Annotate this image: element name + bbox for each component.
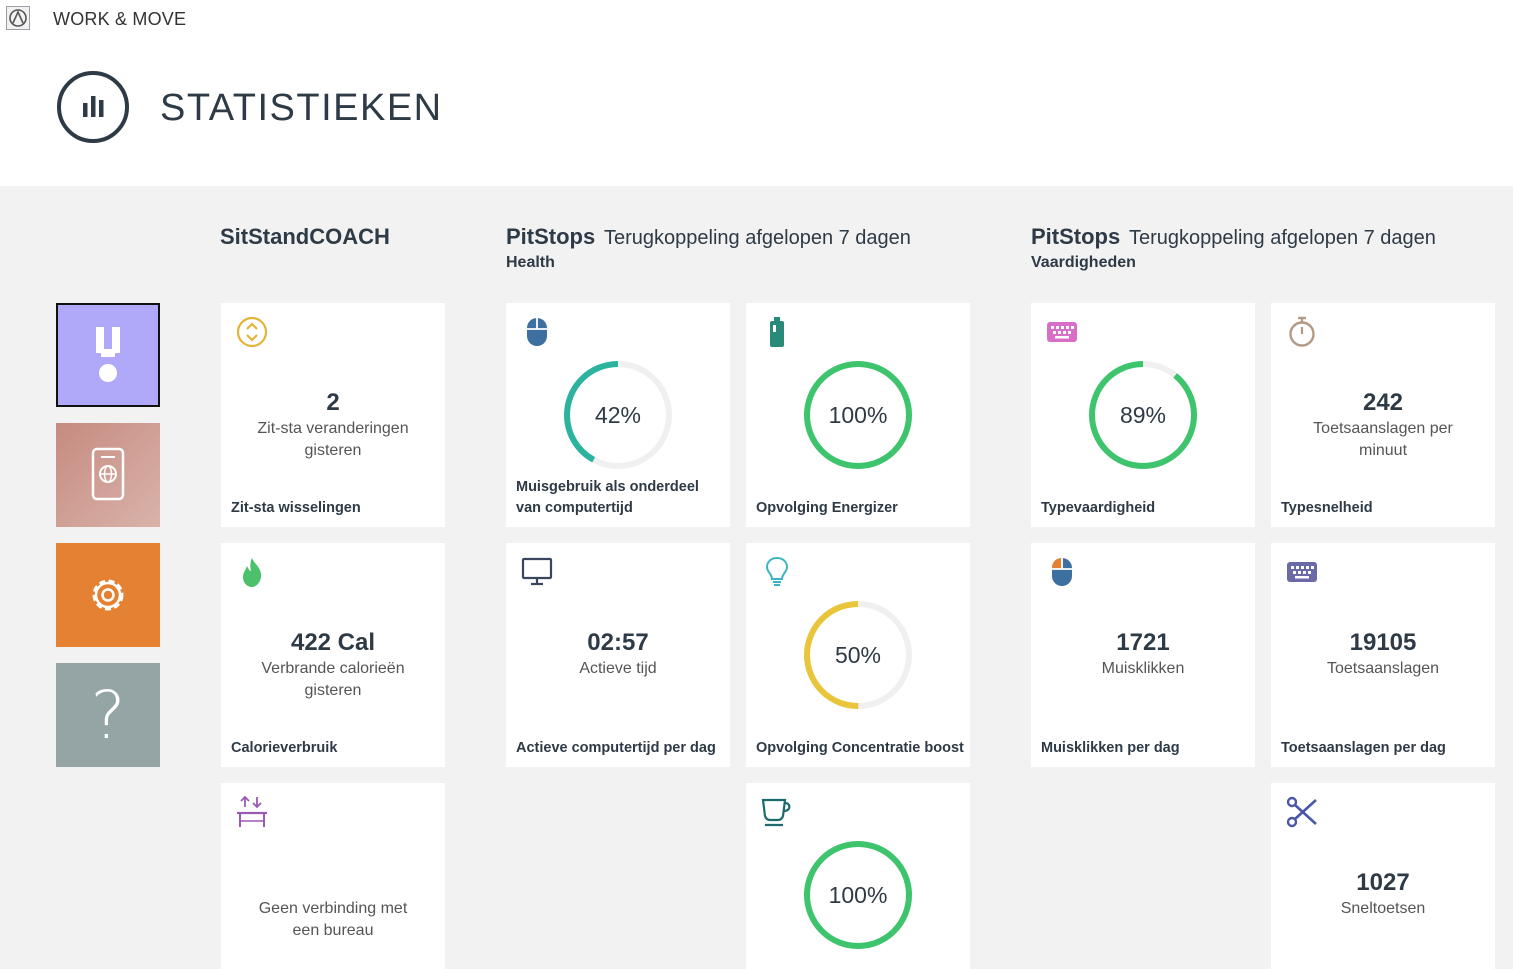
section-title-skills: PitStops — [1031, 224, 1121, 249]
page-header: STATISTIEKEN — [0, 38, 1513, 186]
updown-circle-icon — [235, 315, 269, 349]
help-icon: ? — [90, 676, 126, 754]
main-content: ? SitStandCOACH PitStops Terugkoppeling … — [0, 186, 1513, 969]
card-energizer[interactable]: 100% Opvolging Energizer — [746, 303, 970, 527]
card-label: Calorieverbruik — [231, 740, 338, 756]
card-value: 1721 — [1116, 629, 1170, 656]
progress-ring-arc — [804, 841, 912, 949]
card-description: Verbrande calorieën gisteren — [261, 660, 405, 699]
page-title: STATISTIEKEN — [160, 87, 443, 129]
lightbulb-icon — [760, 555, 794, 589]
section-subtitle-skills: Terugkoppeling afgelopen 7 dagen — [1129, 227, 1436, 249]
card-label: Zit-sta wisselingen — [231, 500, 361, 516]
card-value: 242 — [1362, 389, 1404, 416]
app-title: WORK & MOVE — [53, 9, 187, 29]
battery-icon — [760, 315, 794, 349]
card-description: Sneltoetsen — [1340, 900, 1426, 917]
nav-help-tile[interactable]: ? — [56, 663, 160, 767]
card-label: Opvolging Energizer — [756, 500, 898, 516]
card-description: Muisklikken — [1101, 660, 1185, 677]
card-label: Toetsaanslagen per dag — [1281, 740, 1446, 756]
progress-percent: 100% — [828, 402, 888, 428]
card-label: Muisklikken per dag — [1041, 740, 1180, 756]
card-description: Zit-sta veranderingen gisteren — [257, 420, 409, 459]
card-value: 2 — [326, 389, 340, 416]
card-description: Toetsaanslagen per minuut — [1313, 420, 1453, 459]
app-logo-icon — [6, 6, 30, 30]
nav-settings-tile[interactable] — [56, 543, 160, 647]
section-title-health: PitStops — [506, 224, 596, 249]
gear-icon — [92, 579, 124, 611]
card-sitstand-changes[interactable]: 2 Zit-sta veranderingen gisteren Zit-sta… — [221, 303, 445, 527]
device-globe-icon — [91, 447, 125, 501]
progress-percent: 100% — [828, 882, 888, 908]
progress-ring-arc — [1089, 361, 1197, 469]
progress-percent: 50% — [834, 642, 882, 668]
card-value: 422 Cal — [290, 629, 376, 656]
flame-icon — [235, 555, 269, 589]
progress-ring — [1089, 361, 1197, 469]
progress-ring — [804, 361, 912, 469]
card-shortcuts[interactable]: 1027 Sneltoetsen — [1271, 783, 1495, 969]
card-calories[interactable]: 422 Cal Verbrande calorieën gisteren Cal… — [221, 543, 445, 767]
card-mouse-clicks[interactable]: 1721 Muisklikken Muisklikken per dag — [1031, 543, 1255, 767]
card-description: Geen verbinding met een bureau — [258, 900, 408, 939]
card-value: 1027 — [1356, 869, 1410, 896]
progress-ring-arc — [804, 601, 912, 709]
card-label: Actieve computertijd per dag — [516, 740, 716, 756]
mouse-icon — [520, 315, 554, 349]
section-title-sitstand: SitStandCOACH — [220, 224, 390, 249]
card-label: Muisgebruik als onderdeel van computerti… — [516, 479, 699, 516]
title-bar: WORK & MOVE — [0, 0, 1513, 38]
keyboard-icon — [1045, 315, 1079, 349]
progress-ring-arc — [564, 361, 672, 469]
section-category-skills: Vaardigheden — [1031, 254, 1136, 271]
keyboard-icon — [1285, 555, 1319, 589]
card-desk[interactable]: Geen verbinding met een bureau — [221, 783, 445, 969]
progress-ring — [564, 361, 672, 469]
card-concentration[interactable]: 50% Opvolging Concentratie boost — [746, 543, 970, 767]
card-mouse-usage[interactable]: 42% Muisgebruik als onderdeel van comput… — [506, 303, 730, 527]
card-description: Toetsaanslagen — [1326, 660, 1440, 677]
nav-device-tile[interactable] — [56, 423, 160, 527]
card-active-time[interactable]: 02:57 Actieve tijd Actieve computertijd … — [506, 543, 730, 767]
nav-statistics-tile[interactable] — [56, 303, 160, 407]
progress-ring — [804, 841, 912, 949]
monitor-icon — [520, 555, 554, 589]
progress-percent: 42% — [594, 402, 642, 428]
card-keystrokes[interactable]: 19105 Toetsaanslagen Toetsaanslagen per … — [1271, 543, 1495, 767]
section-category-health: Health — [506, 254, 555, 271]
card-label: Opvolging Concentratie boost — [756, 740, 964, 756]
bar-chart-icon — [56, 70, 130, 144]
cup-icon — [760, 795, 794, 829]
scissors-icon — [1285, 795, 1319, 829]
card-typing-skill[interactable]: 89% Typevaardigheid — [1031, 303, 1255, 527]
mouse-icon — [1045, 555, 1079, 589]
section-subtitle-health: Terugkoppeling afgelopen 7 dagen — [604, 227, 911, 249]
progress-percent: 89% — [1119, 402, 1167, 428]
desk-height-icon — [235, 795, 269, 829]
card-value: 19105 — [1349, 629, 1417, 656]
progress-ring — [804, 601, 912, 709]
card-label: Typesnelheid — [1281, 500, 1373, 516]
medal-icon — [96, 327, 120, 382]
stopwatch-icon — [1285, 315, 1319, 349]
card-label: Typevaardigheid — [1041, 500, 1156, 516]
progress-ring-arc — [804, 361, 912, 469]
card-coffee-break[interactable]: 100% — [746, 783, 970, 969]
card-description: Actieve tijd — [579, 660, 657, 677]
card-value: 02:57 — [587, 629, 649, 656]
card-typing-speed[interactable]: 242 Toetsaanslagen per minuut Typesnelhe… — [1271, 303, 1495, 527]
